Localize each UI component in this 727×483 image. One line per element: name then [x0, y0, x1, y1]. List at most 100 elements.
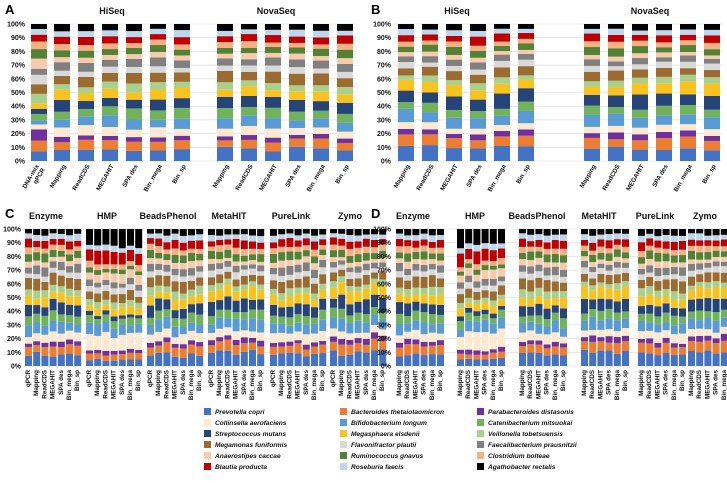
bar-d-g4-b1-seg-parabacteroides [646, 338, 654, 344]
bar-c-g3-b6-seg-catenibacterium [257, 309, 265, 320]
bar-d-g4-b4-seg-parabacteroides [670, 343, 678, 348]
bar-d-g3-b2-seg-prevotella [597, 350, 605, 366]
bar-c-g4-b6-seg-clostridium [319, 245, 327, 250]
bar-c-g4-b6-seg-ruminococcus [319, 249, 327, 256]
bar-c-g2-b1-seg-catenibacterium [155, 310, 163, 320]
bar-d-g5-b3-seg-flavonifractor [712, 266, 720, 273]
x-tick-c-g5-b0: qPCR [330, 370, 337, 388]
bar-c-g4-b3-seg-collinsella [294, 331, 302, 341]
bar-a-1-seg-flavonifractor [54, 70, 70, 76]
bar-a-8-seg-veillonella [241, 80, 257, 87]
bar-c-g2-b5-seg-parabacteroides [188, 340, 195, 345]
bar-d-g0-b4-seg-clostridium [428, 247, 436, 254]
bar-d-g0-b4-seg-parabacteroides [428, 341, 436, 346]
bar-d-g3-b0-seg-bifidobacterium [581, 320, 588, 331]
bar-c-g3-b0-seg-megamonas [208, 277, 215, 286]
bar-a-10-seg-veillonella [289, 85, 305, 92]
bar-d-g4-b2-seg-blautia [654, 240, 662, 248]
bar-c-g5-b6-seg-faecalibacterium [379, 262, 387, 268]
legend-swatch-15 [204, 463, 211, 470]
bar-d-g2-b4-seg-veillonella [551, 291, 559, 299]
bar-c-g0-b4-seg-clostridium [57, 244, 65, 251]
bar-c-g2-b0-seg-collinsella [147, 334, 154, 343]
bar-c-g4-b0-seg-anaerostipes [270, 262, 277, 268]
bar-c-g1-b0-seg-faecalibacterium [86, 279, 93, 287]
bar-d-g0-b3-seg-megamonas [420, 276, 428, 288]
bar-d-g1-b0-seg-collinsella [457, 336, 464, 350]
bar-a-8-seg-blautia [241, 34, 257, 42]
bar-a-7-seg-streptococcus [217, 96, 233, 109]
bar-d-g1-b1-seg-bacteroides [465, 354, 473, 359]
bar-d-g5-b3-seg-bacteroides [712, 343, 720, 354]
bar-c-g3-b4-seg-faecalibacterium [240, 265, 248, 270]
bar-d-g4-b0-seg-clostridium [638, 251, 645, 258]
bar-c-g3-b4-seg-ruminococcus [240, 255, 248, 262]
bar-c-g3-b0-seg-agathobacter [208, 229, 215, 236]
bar-d-g0-b3-seg-anaerostipes [420, 259, 428, 265]
bar-b-0-seg-faecalibacterium [398, 56, 414, 63]
bar-c-g1-b2-seg-veillonella [102, 299, 110, 305]
bar-c-g5-b3-seg-ruminococcus [354, 254, 362, 263]
bar-b-2-seg-parabacteroides [446, 133, 462, 139]
bar-a-7-seg-ruminococcus [217, 47, 233, 54]
bar-a-0-seg-parabacteroides [31, 129, 47, 141]
bar-a-8-seg-prevotella [241, 148, 257, 161]
x-tick-b-nova-binsp: Bin_sp [701, 163, 718, 185]
bar-d-g0-b0-seg-megasphaera [396, 293, 403, 303]
x-tick-c-g4-b5: Bin_mega [311, 370, 318, 401]
bar-b-6-seg-veillonella [584, 81, 600, 87]
bar-d-g4-b0 [638, 229, 645, 366]
bar-d-g2-b3-seg-bacteroides [543, 348, 551, 356]
bar-c-g5-b2-seg-agathobacter [346, 229, 354, 235]
bar-b-10-seg-prevotella [680, 148, 696, 161]
bar-d-g3-b2-seg-agathobacter [597, 229, 605, 235]
bar-c-g1-b4-seg-agathobacter [118, 229, 126, 249]
bar-d-g3-b0-seg-anaerostipes [581, 256, 588, 261]
bar-c-g0-b6-seg-bacteroides [74, 345, 82, 356]
panel-label-c: C [5, 206, 15, 221]
bar-b-3-seg-ruminococcus [470, 50, 486, 58]
bar-d-g0-b5-seg-veillonella [437, 287, 444, 295]
bar-a-8-seg-clostridium [241, 41, 257, 48]
bar-b-0-seg-streptococcus [398, 90, 414, 103]
bar-c-g5-b3-seg-bifidobacterium [354, 320, 362, 333]
x-tick-c-g2-b5: Bin_mega [188, 370, 195, 401]
bar-d-g3-b1-seg-bacteroides [589, 341, 597, 353]
bar-c-g3-b6 [257, 229, 265, 366]
bar-d-g1-b2-seg-blautia [473, 251, 481, 265]
bar-d-g2-b5-seg-prevotella [560, 355, 567, 366]
bar-d-g2-b5-seg-parabacteroides [560, 343, 567, 348]
bar-b-3-seg-prevotella [470, 148, 486, 161]
bar-c-g0-b6-seg-catenibacterium [74, 316, 82, 325]
bar-b-4-seg-megasphaera [494, 83, 510, 94]
bar-d-g5-b0-seg-agathobacter [688, 229, 695, 234]
bar-d-g2-b2-seg-collinsella [535, 333, 543, 341]
bar-d-g3-b4-seg-veillonella [613, 283, 621, 290]
bar-a-4-seg-collinsella [126, 129, 142, 138]
bar-d-g4-b3-seg-megasphaera [662, 295, 670, 304]
legend-swatch-3 [204, 419, 211, 426]
bar-d-g4-b2-seg-megasphaera [654, 297, 662, 307]
bar-d-g3-b5-seg-anaerostipes [622, 258, 629, 263]
bar-c-g0-b4-seg-flavonifractor [57, 270, 65, 276]
bar-b-3 [470, 24, 486, 161]
bar-c-g5-b3-seg-flavonifractor [354, 272, 362, 279]
bar-a-12-seg-clostridium [337, 43, 353, 50]
bar-d-g2-b3-seg-clostridium [543, 248, 551, 255]
bar-c-g0-b3-seg-ruminococcus [49, 249, 57, 257]
bar-b-2-seg-streptococcus [446, 96, 462, 110]
bar-c-g4-b3-seg-anaerostipes [294, 259, 302, 265]
bar-d-g3-b5-seg-bifidobacterium [622, 318, 629, 328]
bar-c-g5-b4-seg-bacteroides [362, 344, 370, 353]
bar-a-11-seg-blautia [313, 37, 329, 45]
bar-c-g2-b1-seg-flavonifractor [155, 269, 163, 276]
bar-c-g3-b0-seg-parabacteroides [208, 340, 215, 346]
x-tick-b-nova-spades: SPA des [651, 163, 670, 188]
bar-c-g3-b1-seg-prevotella [216, 350, 224, 366]
bar-c-g1-b3-seg-catenibacterium [110, 321, 118, 329]
bar-d-g1-b3-seg-parabacteroides [481, 351, 489, 355]
bar-d-g0-b2-seg-megasphaera [412, 294, 420, 302]
bar-d-g4-b2-seg-agathobacter [654, 229, 662, 237]
bar-d-g3-b4-seg-catenibacterium [613, 312, 621, 321]
bar-b-1-seg-prevotella [422, 145, 438, 161]
